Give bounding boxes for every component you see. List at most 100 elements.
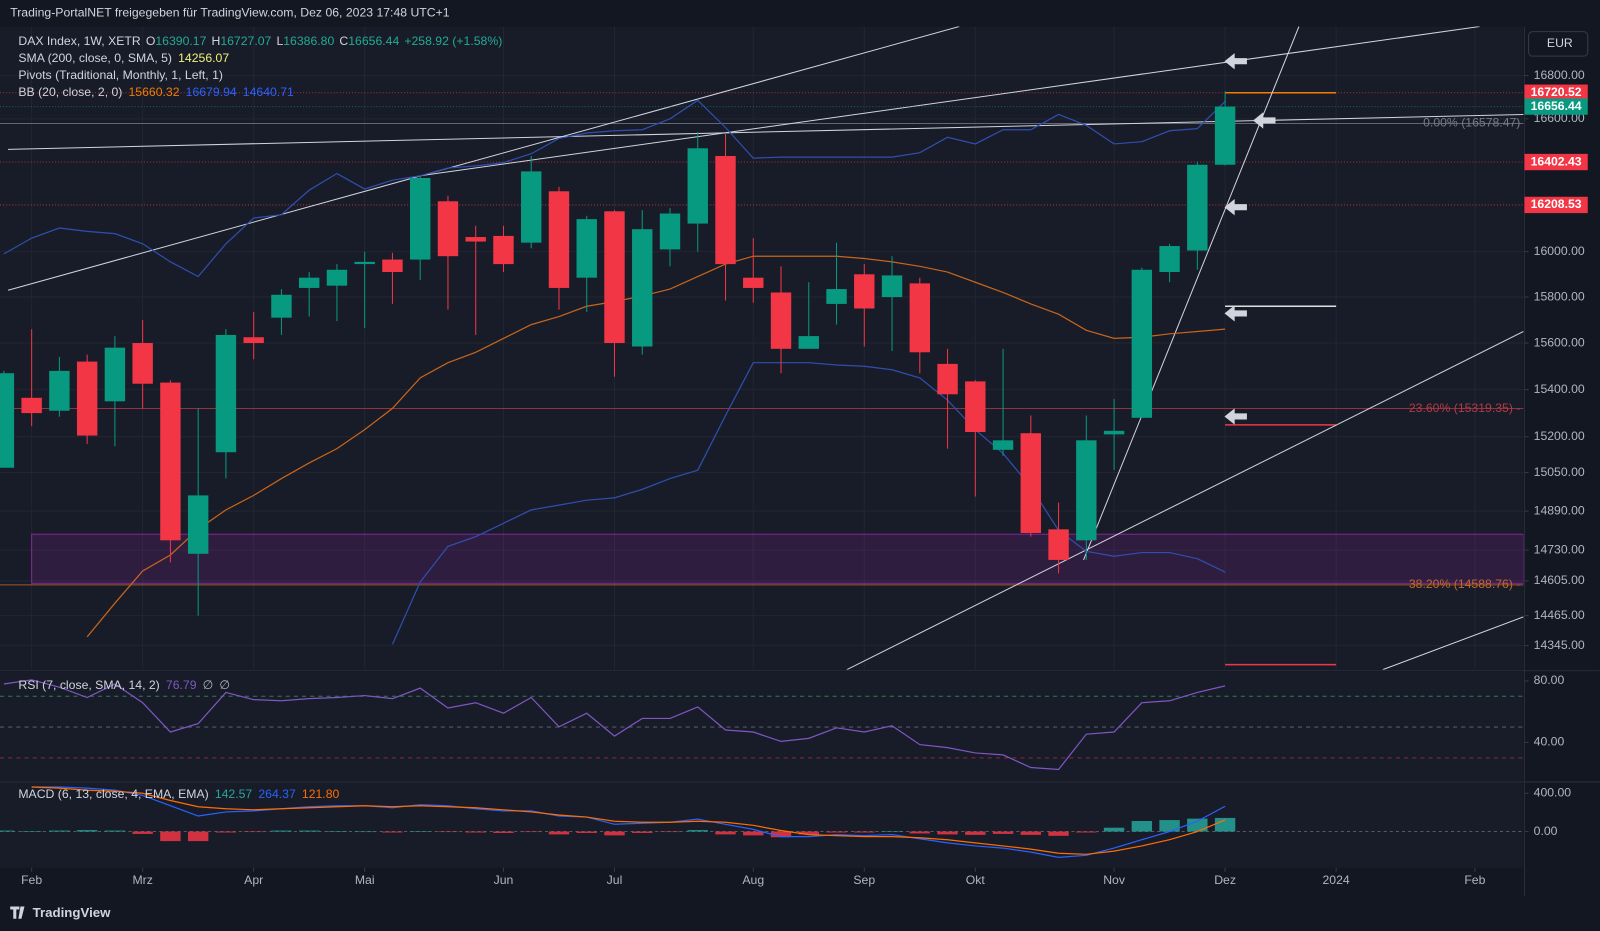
price-tag: 16720.52 [1531,85,1582,99]
histogram-bar [1214,817,1236,832]
histogram-bar [298,830,320,832]
histogram-bar [104,830,126,832]
histogram-bar [271,830,292,832]
legend-row: RSI (7, close, SMA, 14, 2) 76.79 ∅ ∅ [18,678,230,692]
candle-body [548,191,570,288]
price-tag-bg [1524,153,1588,171]
histogram-bar [992,831,1014,834]
histogram-bar [632,831,653,833]
candle-body [410,177,431,260]
trendline [420,26,1480,177]
legend-item: 16390.17 [155,34,206,48]
macd-line [31,786,1226,855]
currency-button[interactable] [1528,31,1589,57]
candle-body [49,370,70,411]
x-tick-label: Apr [244,873,263,887]
legend-item: L [276,34,283,48]
histogram-bar [770,831,792,838]
legend-item: BB (20, close, 2, 0) [18,85,122,99]
x-tick-label: Feb [1464,873,1485,887]
x-tick-label: Feb [21,873,42,887]
x-tick-label: Jul [607,873,623,887]
fib-label: 23.60% (15319.35) - [1409,401,1521,415]
y-tick-label: 0.00 [1534,824,1558,838]
candle-body [521,171,542,243]
histogram-bar [354,831,375,833]
candle-body [604,211,625,344]
candle-body [659,213,681,250]
candle-body [354,261,375,265]
histogram-bar [160,831,181,842]
trendline [1382,616,1524,670]
trendline [846,331,1524,670]
arrow [1224,408,1247,425]
candle-body [881,275,903,298]
candle-body [104,347,126,402]
candle-body [576,219,597,278]
arrow [1224,53,1247,70]
y-tick-label: 80.00 [1534,673,1565,687]
y-tick-label: 14465.00 [1534,608,1585,622]
x-tick-label: Nov [1103,873,1126,887]
legend-item: ∅ [219,678,230,692]
candle-body [826,289,847,304]
histogram-bar [1159,820,1180,832]
legend-item: RSI (7, close, SMA, 14, 2) [18,678,159,692]
histogram-bar [548,831,570,835]
histogram-bar [410,831,431,832]
candle-body [854,274,875,309]
y-tick-label: 14890.00 [1534,503,1585,517]
legend-row: SMA (200, close, 0, SMA, 5) 14256.07 [18,51,229,65]
candle-body [132,343,153,384]
histogram-bar [1048,831,1069,836]
legend-item: O [146,34,156,48]
x-tick-label: Jun [494,873,514,887]
legend-item: 14256.07 [178,51,229,65]
histogram-bar [1187,818,1208,832]
histogram-bar [687,830,708,832]
candle-body [271,294,292,318]
histogram-bar [965,831,986,835]
histogram-bar [937,831,958,835]
legend-item: DAX Index, 1W, XETR [18,34,141,48]
share-title: Trading-PortalNET freigegeben für Tradin… [10,6,450,20]
y-tick-label: 16800.00 [1534,68,1585,82]
candle-body [0,373,15,468]
histogram-bar [132,831,153,834]
legend-item: 121.80 [302,787,340,801]
histogram-bar [521,831,542,833]
histogram-bar [76,830,98,832]
candle-body [1103,430,1125,435]
candle-body [493,235,514,265]
arrows [1224,53,1276,425]
histogram-bar [326,831,348,832]
y-tick-label: 15400.00 [1534,382,1585,396]
histogram-bar [909,831,930,834]
y-tick-label: 15600.00 [1534,335,1585,349]
legend-item: SMA (200, close, 0, SMA, 5) [18,51,172,65]
arrow [1224,199,1247,216]
histogram-bar [187,831,209,842]
legend-item: Pivots (Traditional, Monthly, 1, Left, 1… [18,68,223,82]
histogram-bar [659,831,681,833]
histogram-bar [493,831,514,833]
y-tick-label: 15050.00 [1534,465,1585,479]
price-tag: 16208.53 [1531,197,1582,211]
candle-body [770,292,792,349]
histogram-bar [854,831,875,833]
legend-item: 15660.32 [129,85,180,99]
currency-label[interactable]: EUR [1547,36,1573,50]
histogram-bar [1020,831,1042,835]
histogram-bar [798,831,819,835]
rsi-line [3,679,1226,771]
indicator-line [86,255,1226,638]
y-tick-label: 40.00 [1534,735,1565,749]
histogram-bar [1103,827,1125,832]
trendline [7,26,960,291]
arrow [1224,305,1247,322]
y-tick-label: 16000.00 [1534,244,1585,258]
fib-label: 0.00% (16578.47) [1423,116,1520,130]
histogram-bar [1076,831,1097,833]
